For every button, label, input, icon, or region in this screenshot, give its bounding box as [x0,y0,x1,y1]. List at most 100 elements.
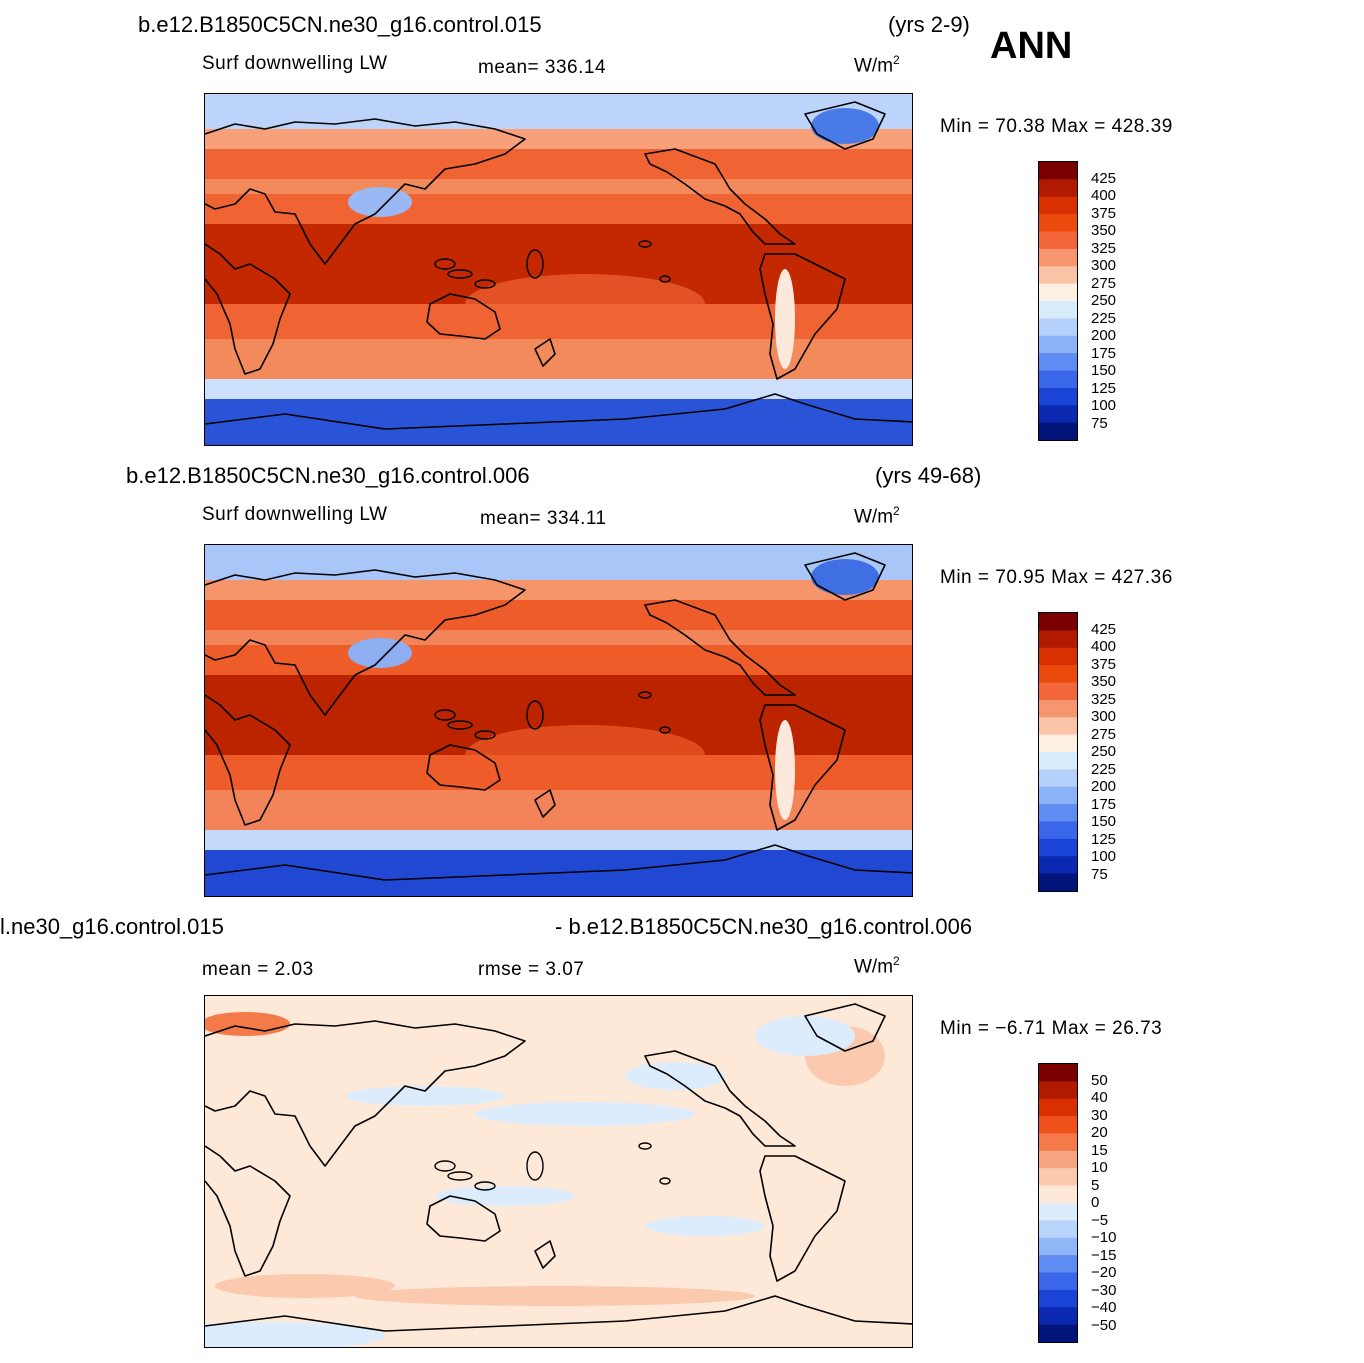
colorbar-tick-label: 125 [1091,379,1117,397]
colorbar-tick-label: 350 [1091,673,1117,690]
colorbar-band [1039,283,1077,302]
colorbar-band [1039,769,1077,788]
colorbar-band [1039,370,1077,389]
island-outline [434,1160,456,1172]
colorbar-band [1039,1255,1077,1274]
colorbar-band [1039,838,1077,857]
colorbar-band [1039,1064,1077,1082]
years-label: (yrs 2-9) [888,12,970,37]
map-field-band [205,179,912,194]
coastline [205,243,291,375]
colorbar-tick-label: 225 [1091,309,1117,327]
units-label: W/m2 [854,53,900,77]
map-field-anomaly [205,1322,385,1347]
colorbar-tick-label: 175 [1091,344,1117,362]
map-field-anomaly [475,1102,695,1126]
coastline [804,552,886,601]
andes-field [775,269,795,369]
colorbar-tick-label: 325 [1091,239,1117,257]
colorbar-tick-label: 250 [1091,743,1117,760]
variable-label: Surf downwelling LW [202,504,388,525]
colorbar-tick-label: 15 [1091,1141,1108,1159]
colorbar-band [1039,318,1077,337]
coastline [426,293,501,340]
colorbar-tick-label: −5 [1091,1211,1109,1229]
coastline [534,338,556,367]
colorbar-tick-label: 300 [1091,708,1117,725]
colorbar-band [1039,1307,1077,1326]
island-outline [526,249,544,279]
mean-label: mean = 2.03 [202,959,314,980]
map-field-band [205,149,912,179]
island-outline [447,269,473,279]
colorbar-tick-label: 250 [1091,292,1117,309]
colorbar-tick-label: −20 [1091,1264,1117,1281]
colorbar-tick-label: −15 [1091,1246,1117,1264]
island-outline [447,720,473,730]
colorbar-canvas [1039,1064,1077,1342]
map-field-band [205,545,912,580]
colorbar-band [1039,179,1077,198]
colorbar-band [1039,214,1077,233]
island-outline [474,1181,496,1191]
colorbar-tick-label: 75 [1091,414,1108,432]
colorbar-band [1039,335,1077,354]
map-field-band [205,94,912,129]
map-field-anomaly [625,1062,725,1090]
colorbar-tick-label: 200 [1091,327,1117,344]
min-max-label: Min = −6.71 Max = 26.73 [940,1018,1163,1039]
colorbar-tick-label: −30 [1091,1281,1117,1299]
colorbar-tick-label: 275 [1091,274,1117,292]
coastline [644,599,796,696]
colorbar-band [1039,1289,1077,1308]
colorbar-band [1039,1081,1077,1100]
case-title: b.e12.B1850C5CN.ne30_g16.control.006 [126,463,530,488]
mean-label: mean= 336.14 [478,57,607,78]
coastline [644,1050,796,1147]
map-canvas [205,94,912,445]
colorbar-band [1039,699,1077,718]
units-label: W/m2 [854,954,900,978]
coastline [205,569,526,716]
colorbar-band [1039,1185,1077,1204]
colorbar-tick-label: 40 [1091,1089,1108,1106]
mean-label: mean= 334.11 [480,508,607,529]
colorbar-band [1039,665,1077,684]
colorbar-band [1039,301,1077,319]
andes-field [775,720,795,820]
greenland-field [811,108,879,144]
island-outline [434,258,456,270]
colorbar [1038,612,1078,892]
colorbar-tick-label: 375 [1091,655,1117,673]
colorbar-band [1039,1220,1077,1239]
colorbar-band [1039,387,1077,406]
colorbar-band [1039,1237,1077,1256]
coastline [759,704,846,831]
coastline [205,844,912,881]
map-field-tongue [465,274,705,334]
coastline [426,1195,501,1242]
colorbar-tick-label: 150 [1091,362,1117,379]
colorbar-tick-label: 125 [1091,830,1117,848]
island-outline [526,1151,544,1181]
island-outline [638,240,652,248]
tibet-plateau-field [348,187,412,217]
coastline [534,789,556,818]
colorbar-band [1039,804,1077,823]
colorbar-band [1039,353,1077,372]
coastline [205,1295,912,1332]
greenland-field [811,559,879,595]
colorbar [1038,1063,1078,1343]
colorbar-tick-label: 200 [1091,778,1117,795]
colorbar-band [1039,630,1077,649]
island-outline [434,709,456,721]
colorbar-band [1039,1168,1077,1187]
map-field-band [205,194,912,224]
colorbar-canvas [1039,162,1077,440]
coastline [205,1020,526,1167]
colorbar-band [1039,821,1077,840]
colorbar-band [1039,1203,1077,1221]
colorbar-band [1039,1272,1077,1291]
colorbar-band [1039,1324,1077,1342]
case-title: b.e12.B1850C5CN.ne30_g16.control.015 [138,12,542,37]
